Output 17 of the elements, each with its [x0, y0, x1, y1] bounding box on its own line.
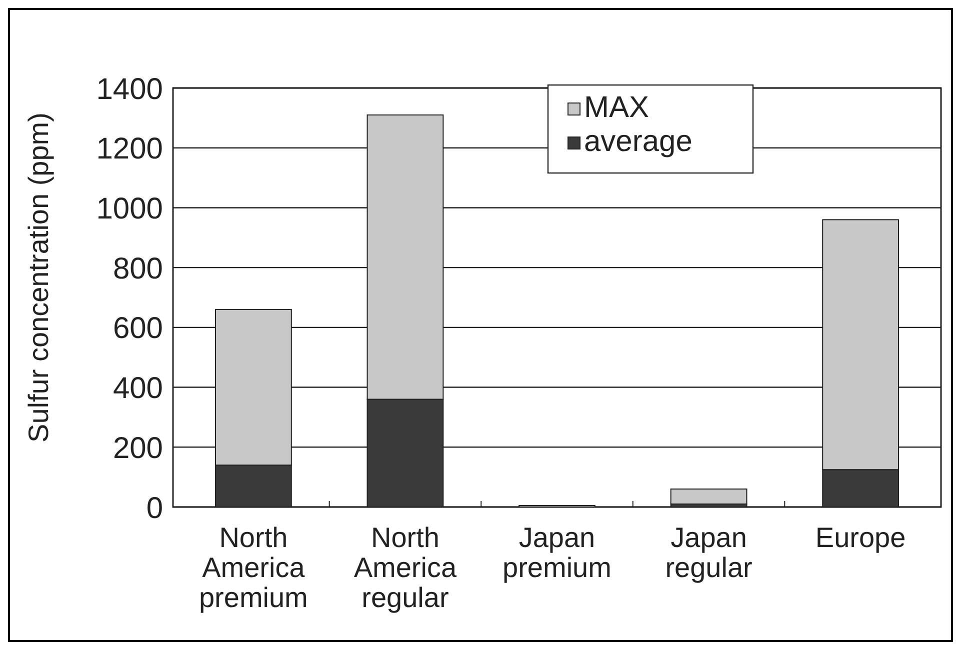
- y-tick-label: 0: [146, 492, 163, 525]
- y-tick-label: 400: [112, 372, 163, 406]
- bar: [670, 488, 748, 505]
- y-tick-label: 1200: [96, 132, 163, 166]
- y-tick-label: 1400: [96, 72, 163, 106]
- x-tick-label: Japan regular: [665, 522, 752, 583]
- y-tick-label: 800: [112, 252, 163, 286]
- y-tick-label: 1000: [96, 192, 163, 226]
- y-tick-label: 200: [112, 432, 163, 465]
- x-tick-label: Europe: [815, 522, 906, 553]
- x-tick-label: North America premium: [198, 522, 308, 613]
- legend-label: average: [584, 125, 692, 158]
- x-tick-label: Japan premium: [502, 522, 612, 583]
- legend-label: MAX: [584, 91, 650, 124]
- x-tick-label: North America regular: [354, 522, 457, 613]
- y-tick-label: 600: [112, 312, 163, 346]
- y-axis-title: Sulfur concentration (ppm): [23, 112, 54, 442]
